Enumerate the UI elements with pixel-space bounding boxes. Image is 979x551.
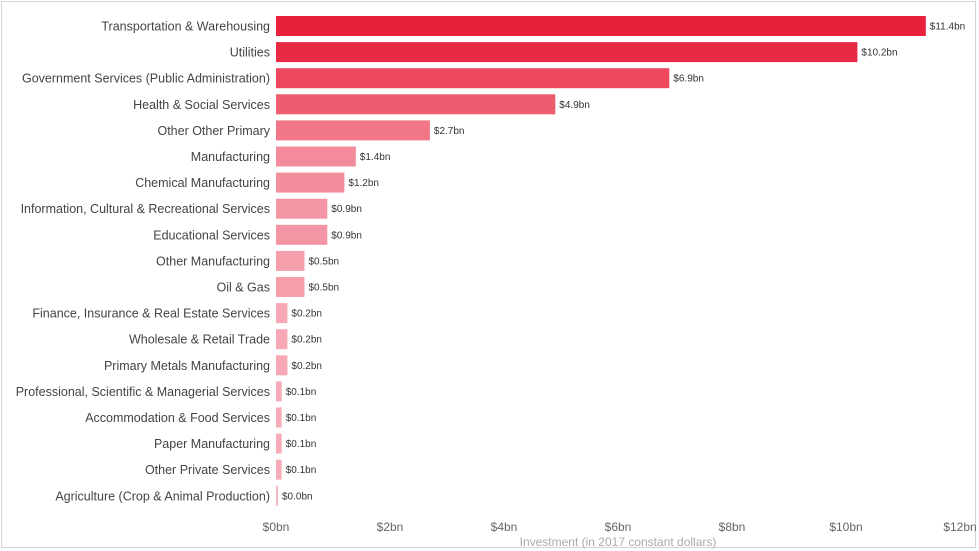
value-label: $11.4bn	[930, 22, 965, 33]
x-axis-title: Investment (in 2017 constant dollars)	[520, 535, 717, 549]
bar	[276, 381, 282, 402]
bar	[276, 68, 670, 89]
bar	[276, 42, 858, 63]
category-label: Paper Manufacturing	[154, 437, 270, 451]
bar	[276, 198, 328, 219]
value-label: $0.1bn	[286, 439, 317, 450]
category-label: Health & Social Services	[133, 98, 270, 112]
value-label: $1.4bn	[360, 152, 391, 163]
value-label: $0.9bn	[331, 204, 362, 215]
value-labels: $11.4bn $10.2bn $6.9bn $4.9bn $2.7bn $1.4bn $1…	[282, 22, 965, 503]
category-label: Other Other Primary	[157, 124, 270, 138]
bar	[276, 94, 556, 115]
category-label: Primary Metals Manufacturing	[104, 359, 270, 373]
value-label: $0.5bn	[309, 283, 340, 294]
value-label: $0.5bn	[309, 256, 340, 267]
x-axis-ticks: $0bn $2bn $4bn $6bn $8bn $10bn $12bn	[263, 520, 977, 534]
value-label: $0.0bn	[282, 491, 313, 502]
category-label: Professional, Scientific & Managerial Se…	[16, 385, 270, 399]
category-label: Manufacturing	[191, 150, 270, 164]
bar	[276, 459, 282, 480]
x-tick-label: $4bn	[491, 520, 518, 534]
value-label: $0.1bn	[286, 387, 317, 398]
value-label: $0.1bn	[286, 413, 317, 424]
category-label: Other Manufacturing	[156, 254, 270, 268]
bar	[276, 224, 328, 245]
category-labels: Transportation & Warehousing Utilities Gov…	[16, 20, 271, 504]
x-tick-label: $0bn	[263, 520, 290, 534]
category-label: Finance, Insurance & Real Estate Service…	[32, 307, 270, 321]
bar	[276, 329, 288, 350]
category-label: Educational Services	[153, 228, 270, 242]
category-label: Wholesale & Retail Trade	[129, 333, 270, 347]
category-label: Other Private Services	[145, 463, 270, 477]
value-label: $0.1bn	[286, 465, 317, 476]
category-label: Oil & Gas	[217, 281, 271, 295]
category-label: Utilities	[230, 46, 270, 60]
bar	[276, 485, 278, 506]
value-label: $1.2bn	[348, 178, 379, 189]
bar	[276, 16, 926, 36]
x-tick-label: $10bn	[829, 520, 862, 534]
category-label: Accommodation & Food Services	[85, 411, 270, 425]
value-label: $10.2bn	[861, 48, 897, 59]
value-label: $0.2bn	[291, 361, 322, 372]
value-label: $0.2bn	[291, 335, 322, 346]
bar	[276, 303, 288, 324]
bar	[276, 433, 282, 454]
bar	[276, 277, 305, 297]
bar	[276, 250, 305, 271]
x-tick-label: $6bn	[605, 520, 632, 534]
category-label: Chemical Manufacturing	[135, 176, 270, 190]
bar	[276, 120, 430, 141]
x-tick-label: $2bn	[377, 520, 404, 534]
category-label: Government Services (Public Administrati…	[22, 72, 270, 86]
value-label: $2.7bn	[434, 126, 465, 137]
value-label: $0.9bn	[331, 230, 362, 241]
bars-group	[276, 16, 926, 506]
bar	[276, 146, 356, 167]
x-tick-label: $8bn	[719, 520, 746, 534]
bar	[276, 355, 288, 376]
bar	[276, 407, 282, 428]
x-tick-label: $12bn	[943, 520, 976, 534]
category-label: Information, Cultural & Recreational Ser…	[21, 202, 270, 216]
category-label: Agriculture (Crop & Animal Production)	[55, 489, 270, 503]
value-label: $0.2bn	[291, 309, 322, 320]
category-label: Transportation & Warehousing	[101, 20, 270, 34]
value-label: $4.9bn	[559, 100, 590, 111]
value-label: $6.9bn	[673, 74, 704, 85]
bar	[276, 172, 345, 193]
